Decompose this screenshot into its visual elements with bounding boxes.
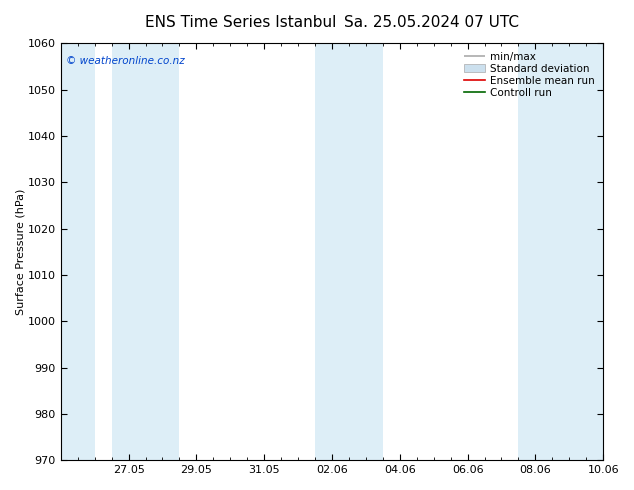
Bar xyxy=(315,44,383,460)
Bar xyxy=(519,44,603,460)
Text: ENS Time Series Istanbul: ENS Time Series Istanbul xyxy=(145,15,337,30)
Text: © weatheronline.co.nz: © weatheronline.co.nz xyxy=(66,56,185,66)
Text: Sa. 25.05.2024 07 UTC: Sa. 25.05.2024 07 UTC xyxy=(344,15,519,30)
Y-axis label: Surface Pressure (hPa): Surface Pressure (hPa) xyxy=(15,189,25,315)
Legend: min/max, Standard deviation, Ensemble mean run, Controll run: min/max, Standard deviation, Ensemble me… xyxy=(461,49,598,101)
Bar xyxy=(112,44,179,460)
Bar xyxy=(61,44,94,460)
